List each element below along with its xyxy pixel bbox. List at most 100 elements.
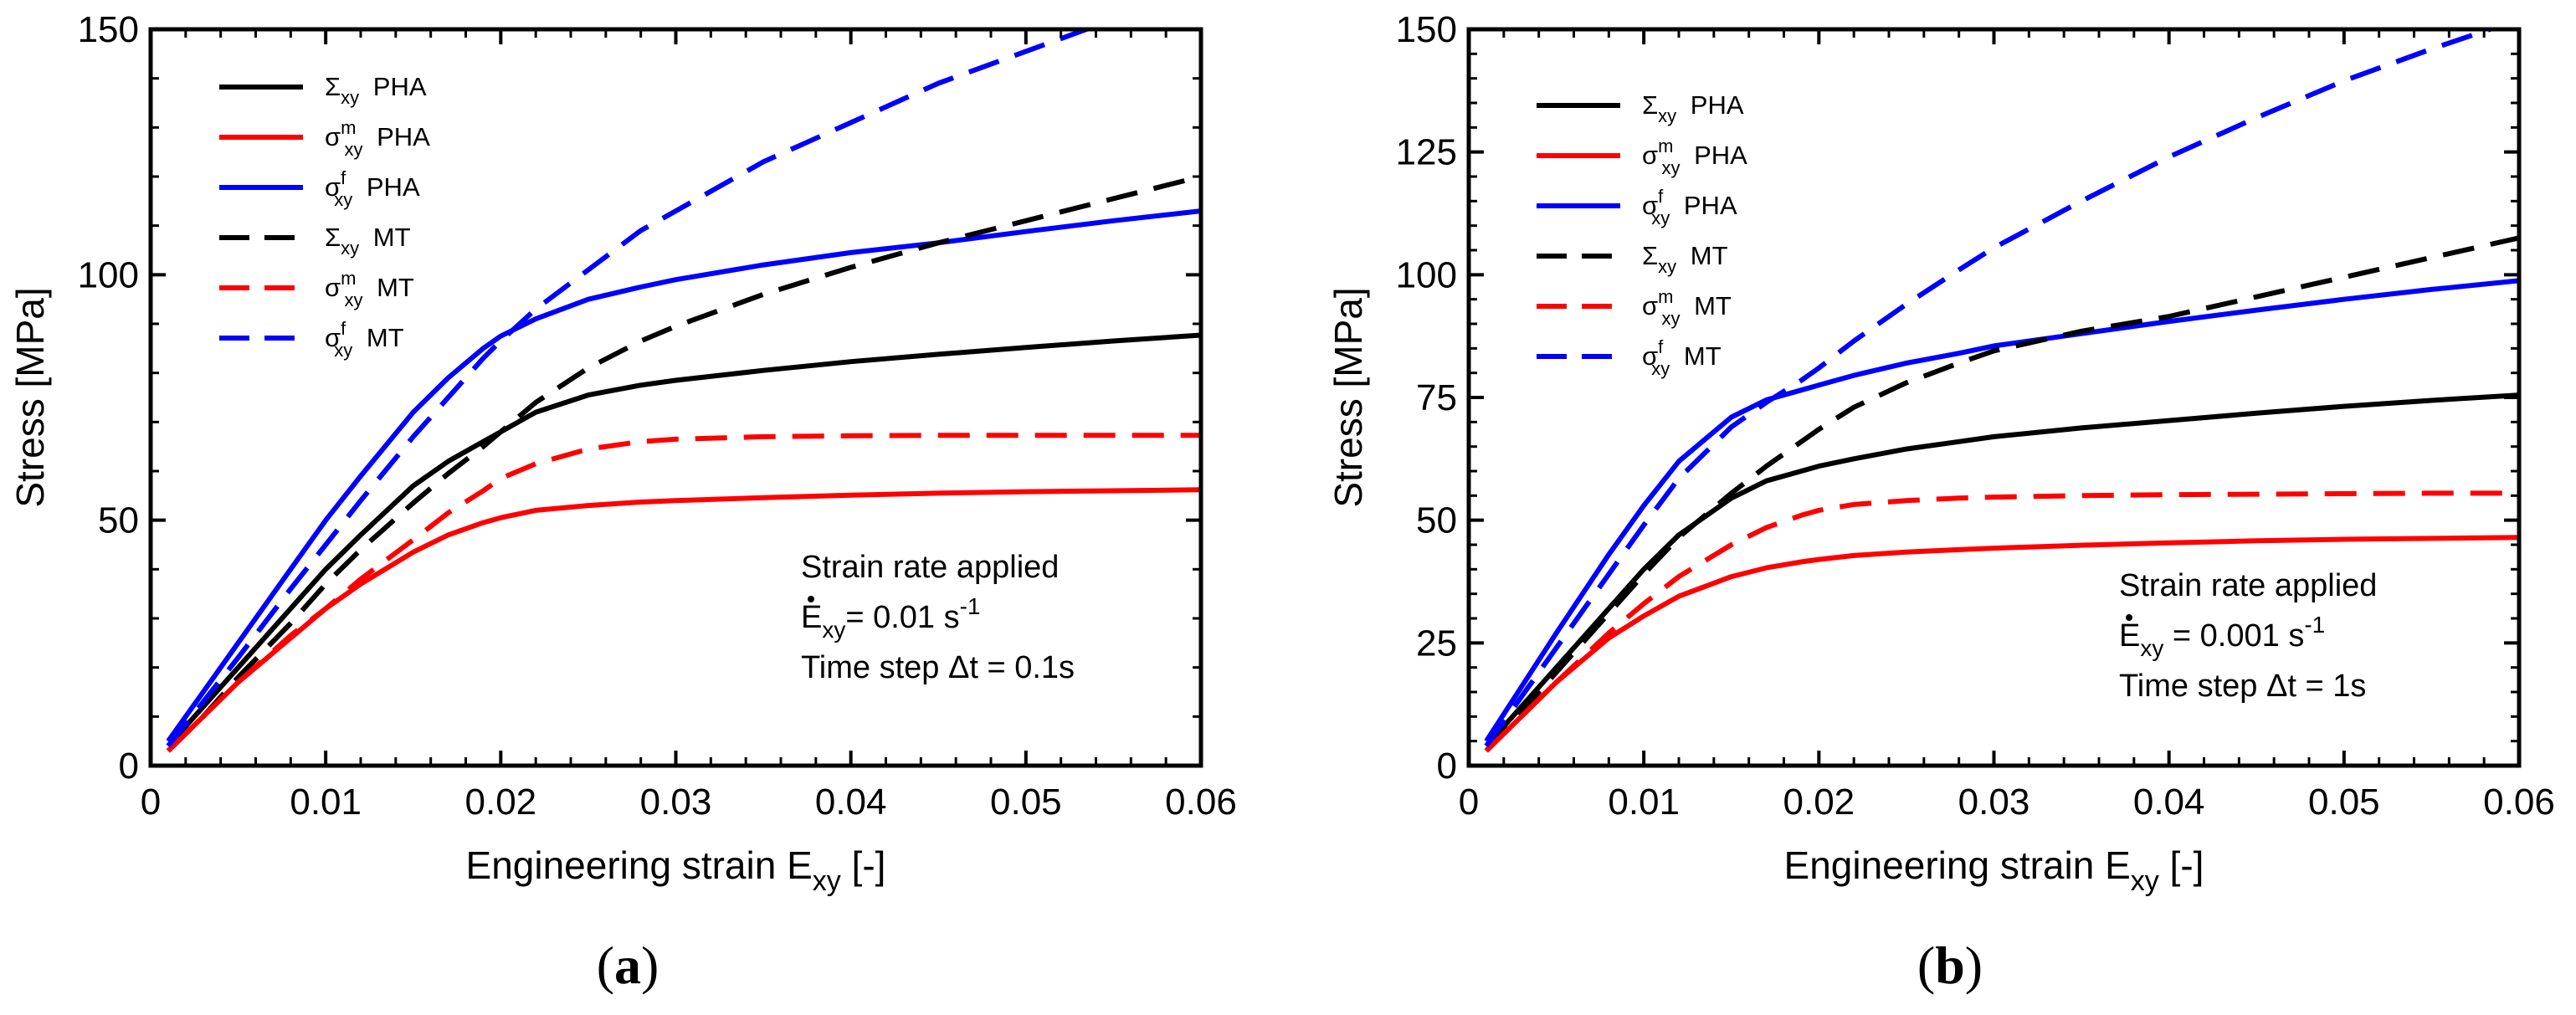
annotation-rate-symbol: E bbox=[2119, 618, 2140, 654]
legend-sup: m bbox=[341, 268, 356, 289]
y-axis-label: Stress [MPa] bbox=[1326, 287, 1370, 507]
legend-sup: m bbox=[341, 117, 356, 138]
legend-symbol: Σ bbox=[325, 223, 341, 252]
series-line-mt-3 bbox=[166, 174, 1201, 753]
legend-sub: xy bbox=[1661, 157, 1680, 178]
legend-entry: Σxy PHA bbox=[325, 72, 427, 108]
legend-symbol: Σ bbox=[1642, 90, 1658, 120]
y-axis-label: Stress [MPa] bbox=[8, 287, 52, 507]
legend-symbol: σ bbox=[1642, 341, 1658, 371]
annotation-rate-sub: xy bbox=[822, 617, 845, 643]
x-tick-label: 0.06 bbox=[2483, 782, 2555, 823]
chart-panel-a: 0 0.01 0.02 0.03 0.04 0.05 0.06 0 50 100 150 Engine… bbox=[8, 9, 1237, 995]
legend-sub: xy bbox=[344, 139, 362, 160]
x-tick-label: 0.05 bbox=[2308, 782, 2380, 823]
x-tick-label: 0.01 bbox=[1608, 782, 1680, 823]
annotation-line1: Strain rate applied bbox=[2119, 568, 2377, 603]
y-tick-label: 50 bbox=[98, 500, 139, 541]
annotation-line1: Strain rate applied bbox=[801, 550, 1059, 585]
series-line-mt-4 bbox=[1484, 490, 2519, 753]
x-tick-label: 0.02 bbox=[465, 782, 537, 823]
x-tick-label: 0 bbox=[141, 782, 161, 823]
legend-sup: m bbox=[1658, 136, 1673, 156]
y-tick-label: 0 bbox=[1437, 746, 1457, 787]
panel-label-open: ( bbox=[1917, 936, 1935, 995]
series-line-pha-1 bbox=[1484, 535, 2519, 753]
legend-entry: σm xy MT bbox=[1642, 286, 1732, 329]
x-axis-label-suffix: [-] bbox=[841, 843, 886, 887]
legend-tag: MT bbox=[366, 223, 410, 252]
series-line-mt-5 bbox=[166, 29, 1095, 748]
series-line-pha-1 bbox=[166, 487, 1201, 753]
legend-symbol: σ bbox=[325, 122, 341, 151]
legend-sub: xy bbox=[1651, 358, 1670, 379]
annotation-dot-icon bbox=[808, 596, 814, 602]
annotation-line3: Time step Δt = 1s bbox=[2119, 669, 2366, 704]
annotation-rate-value: = 0.01 s bbox=[845, 600, 959, 635]
legend-sub: xy bbox=[1651, 208, 1670, 228]
annotation-rate: Exy= 0.01 s-1 bbox=[801, 593, 981, 643]
annotation-dot-icon bbox=[2126, 614, 2132, 621]
x-tick-label: 0.05 bbox=[990, 782, 1062, 823]
legend-entry: Σxy PHA bbox=[1642, 90, 1744, 126]
y-tick-label: 25 bbox=[1416, 623, 1457, 664]
series-line-pha-0 bbox=[166, 332, 1201, 748]
legend-tag: PHA bbox=[359, 172, 420, 202]
panel-label: (b) bbox=[1917, 936, 1983, 995]
legend-symbol: σ bbox=[325, 323, 341, 352]
series-line-mt-5 bbox=[1484, 29, 2498, 748]
annotation-rate-symbol: E bbox=[801, 600, 822, 635]
legend-symbol: σ bbox=[325, 273, 341, 302]
series-line-mt-4 bbox=[166, 433, 1201, 753]
legend-symbol: Σ bbox=[1642, 241, 1658, 270]
panel-label: (a) bbox=[597, 936, 659, 995]
y-tick-label: 75 bbox=[1416, 377, 1457, 418]
legend-sub: xy bbox=[1661, 308, 1680, 329]
x-axis-label-main: Engineering strain E bbox=[1784, 843, 2131, 887]
legend-entry: Σxy MT bbox=[325, 223, 411, 259]
x-axis-label-sub: xy bbox=[813, 865, 841, 897]
legend-tag: MT bbox=[1676, 341, 1721, 371]
legend-symbol: σ bbox=[1642, 191, 1658, 220]
legend-sub: xy bbox=[334, 340, 352, 361]
legend-symbol: σ bbox=[1642, 291, 1658, 320]
x-axis-label: Engineering strain Exy [-] bbox=[1784, 843, 2204, 897]
annotation-line3: Time step Δt = 0.1s bbox=[801, 650, 1075, 685]
legend-tag: MT bbox=[369, 273, 413, 302]
legend-entry: σm xy PHA bbox=[325, 117, 430, 160]
legend-entry: σm xy MT bbox=[325, 268, 414, 310]
y-tick-label: 50 bbox=[1416, 500, 1457, 541]
legend-symbol: σ bbox=[1642, 141, 1658, 170]
legend-sub: xy bbox=[1658, 256, 1676, 277]
annotation-rate-exp: -1 bbox=[2304, 612, 2325, 638]
legend-sub: xy bbox=[341, 238, 359, 259]
x-tick-label: 0.03 bbox=[1958, 782, 2030, 823]
legend-sup: f bbox=[341, 167, 346, 188]
legend-sup: f bbox=[1658, 336, 1664, 357]
annotation: Strain rate applied Exy= 0.01 s-1 Time ste… bbox=[801, 550, 1075, 685]
legend-entry: σf xy MT bbox=[325, 318, 404, 361]
y-tick-label: 150 bbox=[78, 9, 139, 50]
y-tick-label: 100 bbox=[1396, 254, 1457, 295]
legend-entry: σf xy MT bbox=[1642, 336, 1722, 379]
panel-label-open: ( bbox=[597, 936, 614, 995]
y-tick-label: 125 bbox=[1396, 132, 1457, 173]
annotation-rate-exp: -1 bbox=[960, 593, 981, 619]
legend-entry: σf xy PHA bbox=[325, 167, 420, 210]
plot-frame bbox=[1466, 27, 2522, 768]
legend-tag: PHA bbox=[1683, 90, 1744, 120]
x-axis-label-main: Engineering strain E bbox=[466, 843, 813, 887]
legend-tag: MT bbox=[1686, 291, 1731, 320]
legend-tag: PHA bbox=[1676, 191, 1737, 220]
x-tick-label: 0.02 bbox=[1783, 782, 1855, 823]
legend-entry: σf xy PHA bbox=[1642, 186, 1737, 228]
series-line-pha-2 bbox=[1484, 278, 2519, 743]
y-tick-label: 100 bbox=[78, 254, 139, 295]
legend-tag: MT bbox=[1683, 241, 1727, 270]
annotation-rate-value: = 0.001 s bbox=[2163, 618, 2304, 654]
series-line-pha-0 bbox=[1484, 392, 2519, 748]
x-tick-label: 0.04 bbox=[815, 782, 887, 823]
legend-entry: σm xy PHA bbox=[1642, 136, 1747, 178]
